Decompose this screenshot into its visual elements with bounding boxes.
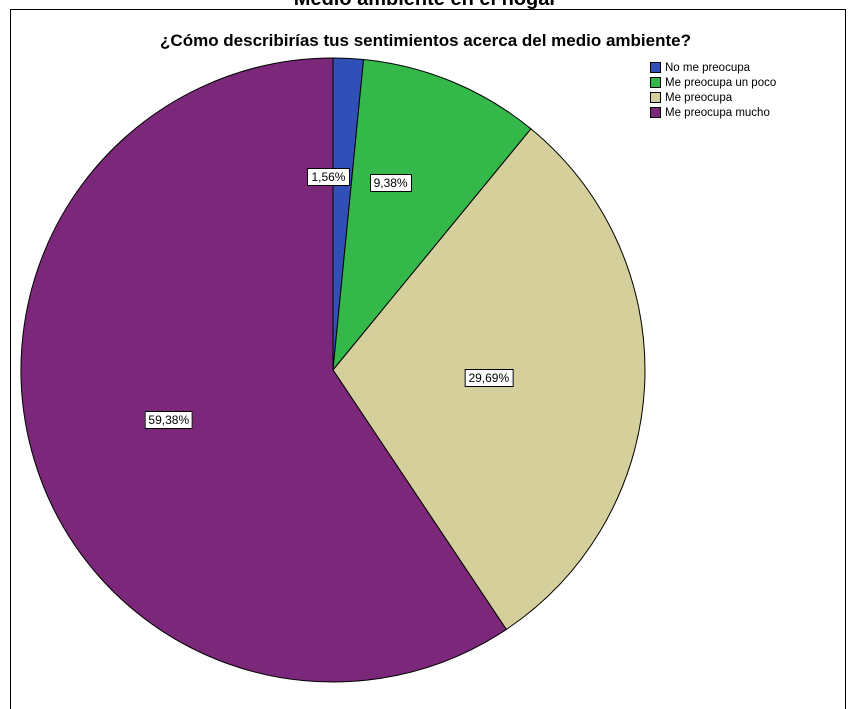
legend-item-no-me-preocupa: No me preocupa	[650, 60, 776, 75]
pie-slice-me-preocupa-un-poco	[332, 58, 532, 372]
legend-item-me-preocupa-mucho: Me preocupa mucho	[650, 105, 776, 120]
legend-swatch	[650, 107, 661, 118]
slice-label-no-me-preocupa: 1,56%	[307, 167, 350, 186]
legend-item-me-preocupa: Me preocupa	[650, 90, 776, 105]
slice-label-me-preocupa-un-poco: 9,38%	[369, 173, 412, 192]
legend-label: Me preocupa un poco	[665, 76, 777, 89]
top-cut-title: Medio ambiente en el hogar	[0, 0, 851, 9]
legend-label: Me preocupa	[665, 91, 733, 104]
top-cut-title-text: Medio ambiente en el hogar	[0, 0, 851, 9]
pie-slice-me-preocupa-mucho	[20, 57, 508, 683]
slice-label-me-preocupa-mucho: 59,38%	[144, 410, 194, 429]
legend-swatch	[650, 77, 661, 88]
chart-frame	[10, 9, 846, 709]
legend-swatch	[650, 92, 661, 103]
legend-label: Me preocupa mucho	[665, 106, 770, 119]
legend-item-me-preocupa-un-poco: Me preocupa un poco	[650, 75, 776, 90]
slice-label-me-preocupa: 29,69%	[464, 368, 514, 387]
legend-swatch	[650, 62, 661, 73]
chart-title: ¿Cómo describirías tus sentimientos acer…	[160, 31, 691, 50]
legend: No me preocupa Me preocupa un poco Me pr…	[650, 60, 776, 120]
legend-label: No me preocupa	[665, 61, 751, 74]
